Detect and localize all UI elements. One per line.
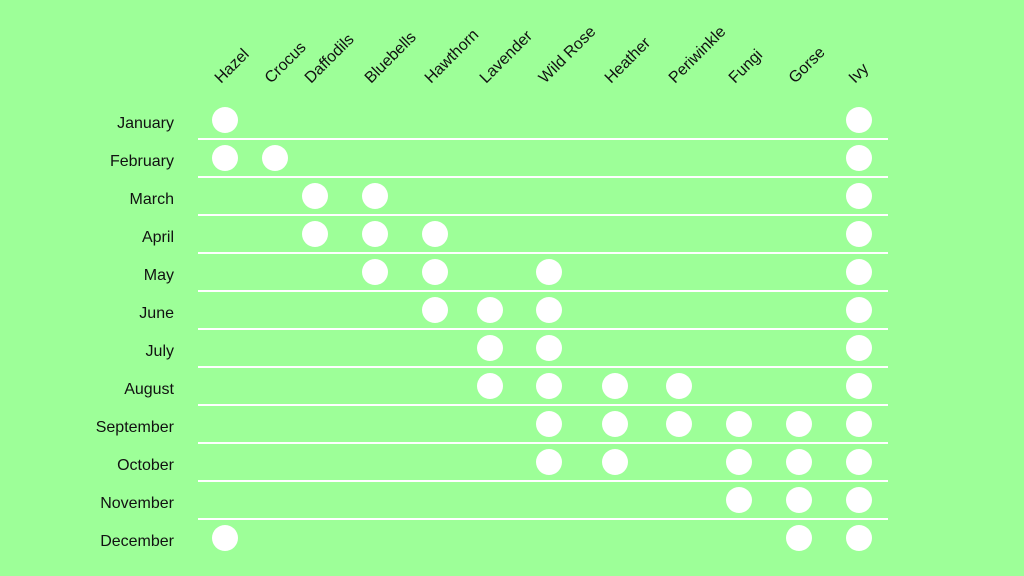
dot-december-gorse xyxy=(786,525,812,551)
column-label-daffodils: Daffodils xyxy=(302,31,358,87)
dot-september-fungi xyxy=(726,411,752,437)
row-separators xyxy=(198,138,888,520)
dot-september-gorse xyxy=(786,411,812,437)
row-label-february: February xyxy=(110,153,174,170)
row-label-june: June xyxy=(139,305,174,322)
column-label-bluebells: Bluebells xyxy=(362,29,420,87)
dot-august-periwinkle xyxy=(666,373,692,399)
column-label-fungi: Fungi xyxy=(726,47,766,87)
dot-may-bluebells xyxy=(362,259,388,285)
dot-november-fungi xyxy=(726,487,752,513)
row-label-october: October xyxy=(117,457,175,474)
dot-december-hazel xyxy=(212,525,238,551)
row-label-july: July xyxy=(146,343,174,360)
dot-october-ivy xyxy=(846,449,872,475)
dot-june-lavender xyxy=(477,297,503,323)
column-label-hazel: Hazel xyxy=(212,46,253,87)
dot-december-ivy xyxy=(846,525,872,551)
dot-october-gorse xyxy=(786,449,812,475)
dot-september-periwinkle xyxy=(666,411,692,437)
row-label-november: November xyxy=(100,495,174,512)
dot-may-hawthorn xyxy=(422,259,448,285)
row-label-april: April xyxy=(142,229,174,246)
row-label-august: August xyxy=(124,381,174,398)
column-label-wild-rose: Wild Rose xyxy=(536,23,600,87)
dot-may-wild-rose xyxy=(536,259,562,285)
row-labels: January February March April May June July Augu… xyxy=(96,115,175,550)
column-label-ivy: Ivy xyxy=(846,60,872,86)
dot-june-ivy xyxy=(846,297,872,323)
dot-february-hazel xyxy=(212,145,238,171)
dot-august-heather xyxy=(602,373,628,399)
dot-september-ivy xyxy=(846,411,872,437)
dot-july-wild-rose xyxy=(536,335,562,361)
column-label-periwinkle: Periwinkle xyxy=(666,23,730,87)
dot-february-ivy xyxy=(846,145,872,171)
dot-march-daffodils xyxy=(302,183,328,209)
column-label-heather: Heather xyxy=(602,34,655,87)
column-label-lavender: Lavender xyxy=(477,27,537,87)
dot-october-fungi xyxy=(726,449,752,475)
dot-august-lavender xyxy=(477,373,503,399)
dot-april-daffodils xyxy=(302,221,328,247)
dot-february-crocus xyxy=(262,145,288,171)
column-label-gorse: Gorse xyxy=(786,44,829,87)
dot-january-hazel xyxy=(212,107,238,133)
dot-august-wild-rose xyxy=(536,373,562,399)
dot-april-bluebells xyxy=(362,221,388,247)
dot-september-heather xyxy=(602,411,628,437)
dot-january-ivy xyxy=(846,107,872,133)
column-label-crocus: Crocus xyxy=(262,39,310,87)
dot-june-wild-rose xyxy=(536,297,562,323)
dot-july-lavender xyxy=(477,335,503,361)
dot-november-gorse xyxy=(786,487,812,513)
dot-september-wild-rose xyxy=(536,411,562,437)
dot-april-ivy xyxy=(846,221,872,247)
dot-april-hawthorn xyxy=(422,221,448,247)
column-label-hawthorn: Hawthorn xyxy=(422,26,482,86)
dot-may-ivy xyxy=(846,259,872,285)
row-label-september: September xyxy=(96,419,175,436)
dot-october-heather xyxy=(602,449,628,475)
dot-october-wild-rose xyxy=(536,449,562,475)
dot-march-ivy xyxy=(846,183,872,209)
row-label-may: May xyxy=(144,267,174,284)
dot-november-ivy xyxy=(846,487,872,513)
availability-dots xyxy=(212,107,872,551)
row-label-december: December xyxy=(100,533,174,550)
dot-march-bluebells xyxy=(362,183,388,209)
dot-july-ivy xyxy=(846,335,872,361)
row-label-march: March xyxy=(130,191,174,208)
row-label-january: January xyxy=(117,115,174,132)
dot-june-hawthorn xyxy=(422,297,448,323)
dot-august-ivy xyxy=(846,373,872,399)
